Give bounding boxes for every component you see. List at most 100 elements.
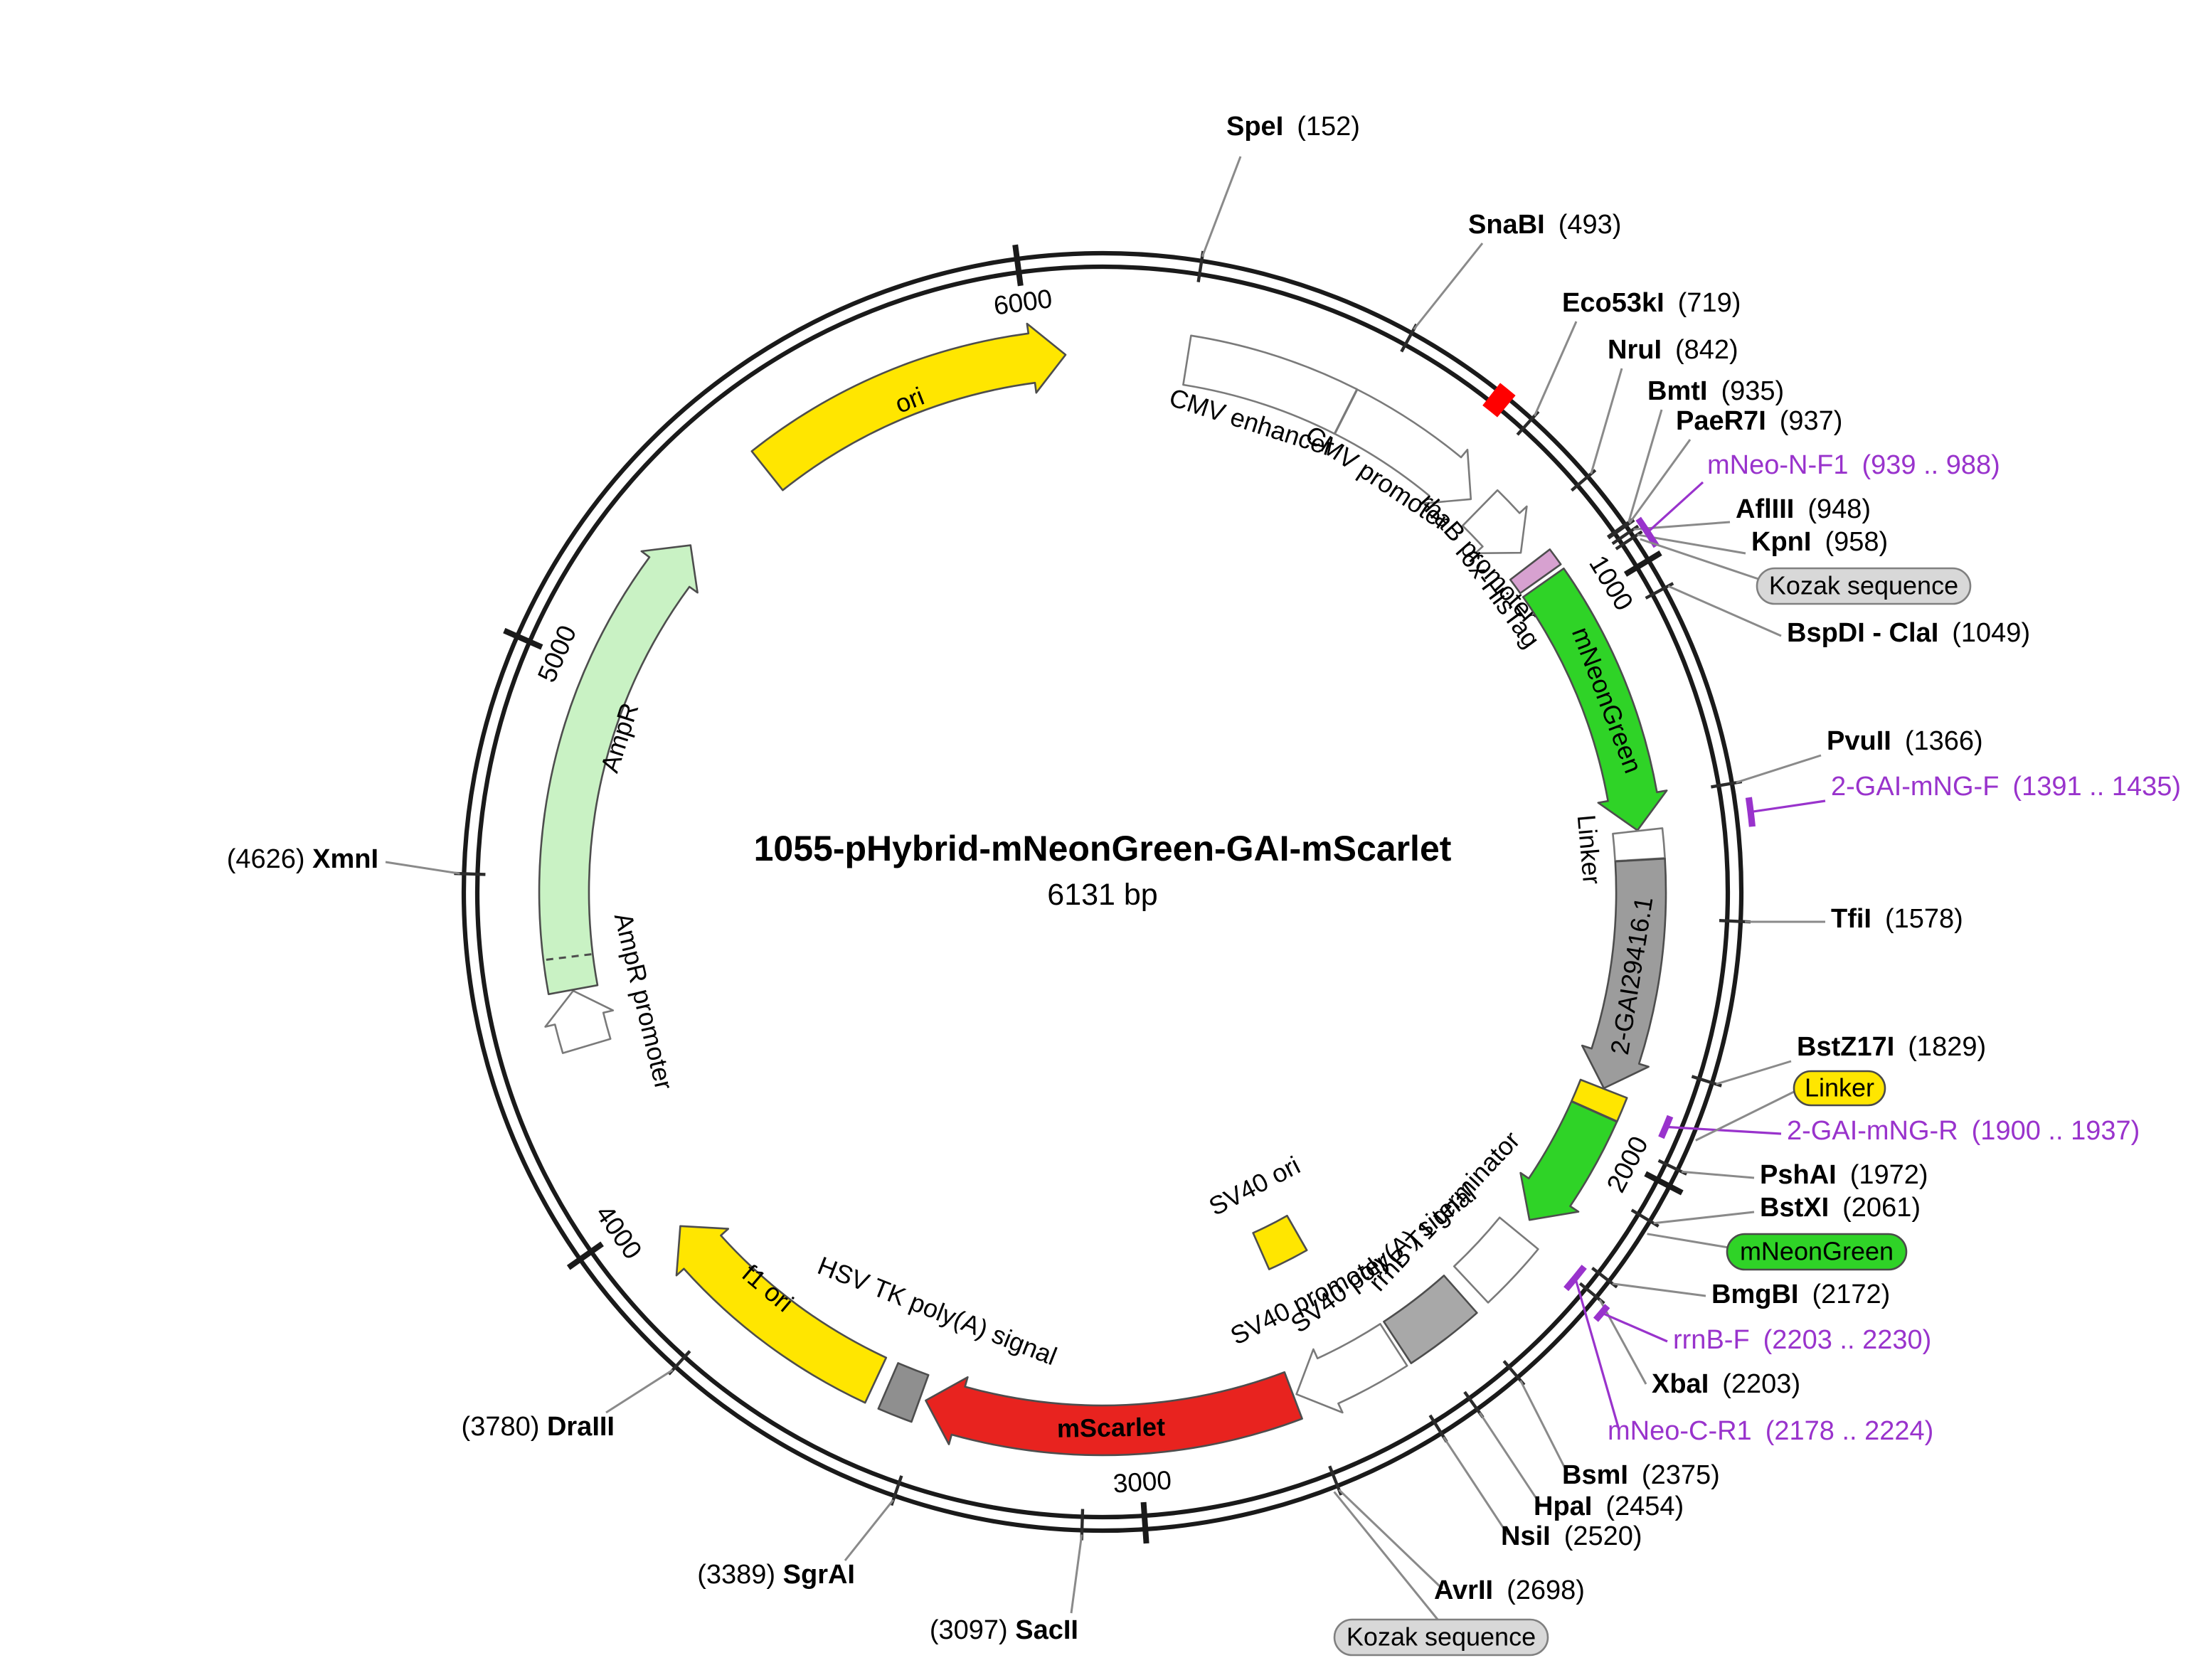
pill-label-mneongreen[interactable]: mNeonGreen [1740,1237,1894,1266]
primer-label-2-gai-mng-f[interactable]: 2-GAI-mNG-F (1391 .. 1435) [1831,772,2181,802]
site-label-pshai[interactable]: PshAI (1972) [1760,1160,1928,1190]
feature-ampr[interactable] [538,544,699,996]
pill-callout-mneongreen [1647,1233,1729,1249]
feature-hsv-tk-poly-a-signal[interactable] [877,1362,930,1423]
primer-callout-mneo-c-r1 [1574,1277,1620,1430]
pill-label-kozak-sequence[interactable]: Kozak sequence [1347,1622,1536,1652]
feature-6x-histag[interactable] [1509,548,1562,595]
scale-tick [1644,1171,1684,1196]
primer-label-mneo-n-f1[interactable]: mNeo-N-F1 (939 .. 988) [1707,450,2000,480]
site-label-bsmi[interactable]: BsmI (2375) [1562,1460,1720,1490]
scale-tick [566,1241,604,1270]
primer-callout-mneo-n-f1 [1647,481,1704,533]
site-callout-xmni [385,861,460,875]
pill-kozak-sequence[interactable] [1756,567,1972,605]
site-callout-avrii [1338,1489,1444,1590]
site-label-hpai[interactable]: HpaI (2454) [1534,1492,1684,1521]
pill-callout-kozak-sequence [1640,538,1759,580]
primer-label-mneo-c-r1[interactable]: mNeo-C-R1 (2178 .. 2224) [1608,1416,1933,1446]
site-callout-spei [1201,156,1242,257]
site-label-bspdi-clai[interactable]: BspDI - ClaI (1049) [1787,618,2030,648]
feature-cmv-promoter[interactable] [1334,388,1472,505]
site-callout-xbai [1598,1299,1647,1385]
site-label-tfii[interactable]: TfiI (1578) [1831,904,1963,934]
backbone-outer-circle [461,250,1744,1533]
site-label-bmgbi[interactable]: BmgBI (2172) [1711,1280,1890,1309]
site-label-nrui[interactable]: NruI (842) [1608,335,1738,365]
site-callout-snabi [1413,243,1484,330]
site-label-snabi[interactable]: SnaBI (493) [1468,210,1621,240]
pill-linker[interactable] [1793,1070,1886,1107]
feature-f1-ori[interactable] [675,1225,888,1404]
feature-label-linker[interactable]: Linker [1572,814,1607,886]
site-callout-hpai [1478,1412,1542,1506]
feature-sv40-promoter[interactable] [1295,1323,1408,1414]
feature-ampr-promoter[interactable] [544,989,615,1054]
pill-mneongreen[interactable] [1726,1233,1908,1271]
pill-label-kozak-sequence[interactable]: Kozak sequence [1769,571,1958,600]
pill-callout-linker [1695,1090,1796,1142]
site-label-spei[interactable]: SpeI (152) [1226,112,1360,142]
feature-label-sv40-ori[interactable]: SV40 ori [1204,1150,1305,1221]
site-callout-bmgbi [1612,1282,1706,1297]
feature-linker[interactable] [1612,827,1666,862]
site-callout-kpni [1637,533,1746,555]
site-label-nsii[interactable]: NsiI (2520) [1501,1521,1642,1551]
primer-arc-mneo-n-f1[interactable] [1635,516,1660,548]
site-label-pvuii[interactable]: PvuII (1366) [1827,726,1983,756]
feature-mscarlet[interactable] [925,1371,1303,1457]
site-callout-sacii [1070,1534,1083,1614]
site-label-xbai[interactable]: XbaI (2203) [1652,1369,1800,1399]
feature-label-mscarlet[interactable]: mScarlet [1057,1412,1166,1442]
feature-rrnb-t1-terminator[interactable] [1453,1216,1539,1304]
plasmid-length: 6131 bp [1047,878,1157,912]
scale-label-6000: 6000 [992,284,1054,321]
site-callout-afliii [1633,521,1731,531]
site-callout-bstxi [1653,1211,1755,1225]
primer-label-2-gai-mng-r[interactable]: 2-GAI-mNG-R (1900 .. 1937) [1787,1116,2140,1146]
primer-label-rrnb-f[interactable]: rrnB-F (2203 .. 2230) [1673,1325,1931,1355]
scale-tick [1623,550,1662,577]
feature-red-marker[interactable] [1482,383,1516,418]
feature-mneongreen-2[interactable] [1519,1100,1618,1221]
primer-callout-rrnb-f [1600,1312,1668,1343]
site-label-bstxi[interactable]: BstXI (2061) [1760,1193,1921,1223]
scale-label-3000: 3000 [1112,1465,1172,1498]
scale-label-4000: 4000 [590,1200,648,1265]
scale-label-5000: 5000 [532,621,583,686]
primer-callout-2-gai-mng-f [1750,799,1826,814]
site-label-afliii[interactable]: AflIII (948) [1736,494,1871,524]
primer-callout-2-gai-mng-r [1665,1125,1782,1135]
feature-rhab-promoter[interactable] [1461,489,1528,555]
site-callout-pshai [1681,1170,1755,1179]
scale-tick [1140,1501,1149,1544]
pill-label-linker[interactable]: Linker [1805,1073,1874,1102]
plasmid-title: 1055-pHybrid-mNeonGreen-GAI-mScarlet [754,829,1452,868]
pill-kozak-sequence[interactable] [1333,1618,1549,1657]
site-label-avrii[interactable]: AvrII (2698) [1434,1575,1585,1605]
feature-sv40-poly-a-signal[interactable] [1383,1275,1478,1364]
pill-callout-kozak-sequence [1333,1491,1440,1621]
site-callout-bmti [1628,409,1663,523]
site-label-bstz17i[interactable]: BstZ17I (1829) [1797,1032,1986,1062]
feature-label-ampr-promoter[interactable]: AmpR promoter [609,910,679,1092]
site-label-xmni[interactable]: (4626) XmnI [227,844,378,874]
site-label-eco53ki[interactable]: Eco53kI (719) [1562,288,1741,318]
feature-sv40-ori[interactable] [1252,1214,1308,1270]
site-label-sacii[interactable]: (3097) SacII [930,1615,1078,1645]
primer-arc-mneo-c-r1[interactable] [1563,1265,1587,1292]
scale-tick [503,627,543,650]
site-label-paer7i[interactable]: PaeR7I (937) [1676,406,1842,436]
site-callout-nrui [1590,368,1623,474]
site-label-bmti[interactable]: BmtI (935) [1647,376,1784,406]
site-callout-eco53ki [1534,321,1578,417]
feature-ori[interactable] [750,322,1067,491]
site-label-draiii[interactable]: (3780) DraIII [462,1412,615,1442]
site-label-kpni[interactable]: KpnI (958) [1751,527,1888,557]
site-callout-bstz17i [1716,1060,1792,1085]
scale-label-2000: 2000 [1601,1132,1654,1197]
site-label-sgrai[interactable]: (3389) SgrAI [697,1560,855,1590]
site-callout-pvuii [1736,754,1822,784]
scale-tick [1012,244,1024,287]
